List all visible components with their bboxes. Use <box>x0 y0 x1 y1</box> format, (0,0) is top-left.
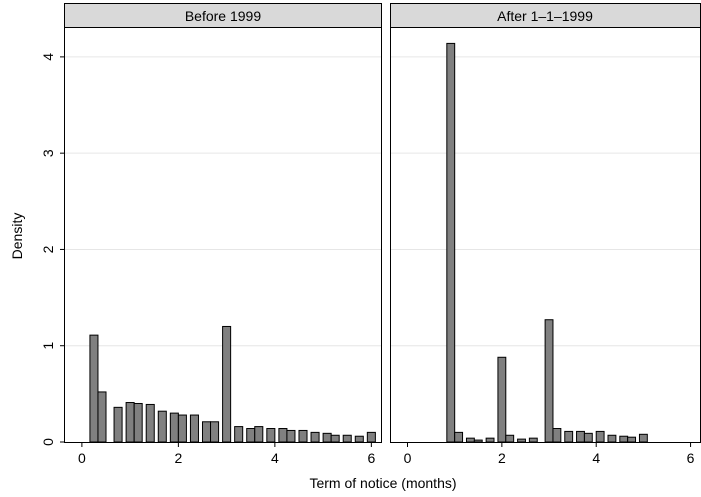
x-ticks: 0 2 4 6 <box>404 442 695 466</box>
bar <box>298 429 308 443</box>
bar <box>366 431 376 443</box>
bar <box>528 437 538 443</box>
panel-title-strip <box>64 3 382 28</box>
bar <box>607 434 617 443</box>
bar <box>517 438 526 443</box>
x-tick-label: 0 <box>404 450 412 466</box>
bar <box>595 430 605 443</box>
bar <box>497 356 507 443</box>
gridlines <box>391 56 700 347</box>
y-tick-label: 0 <box>40 438 56 446</box>
x-axis-label: Term of notice (months) <box>309 475 456 491</box>
bar <box>627 436 637 443</box>
bar <box>189 414 199 443</box>
panel-title: Before 1999 <box>185 8 261 24</box>
bar <box>485 437 495 443</box>
bar <box>113 406 123 443</box>
bar <box>576 430 585 443</box>
bar <box>201 421 212 443</box>
x-tick-label: 0 <box>78 450 86 466</box>
y-tick-label: 3 <box>40 149 56 157</box>
bar <box>310 431 320 443</box>
bar <box>97 391 107 443</box>
bar <box>505 434 515 443</box>
bar <box>133 402 143 443</box>
x-tick-label: 4 <box>592 450 600 466</box>
bar <box>177 414 187 443</box>
x-tick-label: 2 <box>174 450 182 466</box>
y-axis-label: Density <box>9 213 25 260</box>
bar <box>222 325 232 443</box>
x-tick-label: 2 <box>498 450 506 466</box>
bar <box>145 403 155 443</box>
bar <box>638 433 648 443</box>
x-tick-label: 6 <box>367 450 375 466</box>
x-tick-label: 4 <box>271 450 279 466</box>
bar <box>266 428 276 443</box>
y-ticks: 0 1 2 3 4 <box>40 53 65 446</box>
bar <box>278 428 288 443</box>
x-tick-label: 6 <box>687 450 695 466</box>
bar <box>564 430 574 443</box>
bar <box>446 42 456 443</box>
bar <box>552 428 562 443</box>
bars <box>89 325 376 443</box>
bar <box>454 431 464 443</box>
bar <box>465 437 475 443</box>
bar <box>544 319 554 443</box>
bar <box>322 432 332 443</box>
bar <box>210 421 220 443</box>
bar <box>286 429 296 443</box>
y-tick-label: 1 <box>40 342 56 350</box>
x-ticks: 0 2 4 6 <box>78 442 375 466</box>
bar <box>157 410 167 443</box>
bar <box>342 434 352 443</box>
y-tick-label: 2 <box>40 245 56 253</box>
panel-after-1999: After 1–1–1999 0 2 4 6 <box>390 3 701 466</box>
bar <box>473 439 483 443</box>
bar <box>234 426 244 443</box>
bar <box>169 412 179 443</box>
bar <box>583 432 593 443</box>
bar <box>619 435 629 443</box>
panel-before-1999: Before 1999 0 2 4 6 0 1 2 3 4 <box>40 3 382 466</box>
panel-title: After 1–1–1999 <box>497 8 593 24</box>
bar <box>330 434 340 443</box>
y-tick-label: 4 <box>40 53 56 61</box>
panel-title-strip <box>390 3 701 28</box>
bar <box>354 435 364 443</box>
bar <box>246 428 256 443</box>
bar <box>89 334 99 443</box>
bar <box>254 426 264 443</box>
bar <box>125 402 135 443</box>
